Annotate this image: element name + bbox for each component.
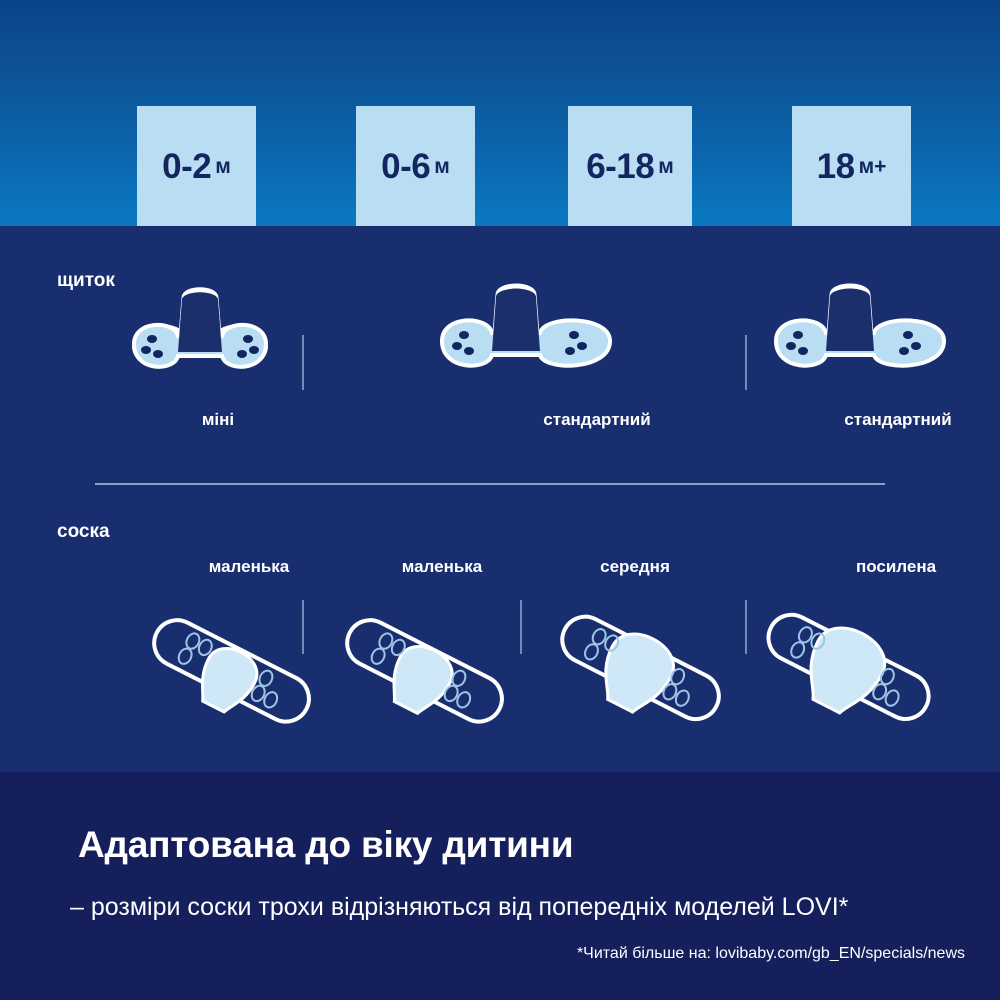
footer-subline: – розміри соски трохи відрізняються від … [70,893,849,921]
shield-row-title: щиток [57,270,115,291]
nipple-divider-1 [302,600,304,654]
shield-vent-hole [452,342,462,350]
shield-caption-mini: міні [201,410,235,429]
age-badge-unit: м [434,154,450,178]
footer-footnote: *Читай більше на: lovibaby.com/gb_EN/spe… [576,945,965,962]
footer-headline: Адаптована до віку дитини [78,824,574,865]
age-badge-range: 0-2 [162,146,212,186]
shield-vent-hole [141,346,151,354]
header-gradient-band: 0-2 м 0-6 м 6-18 м 18 м+ [0,0,1000,226]
shield-vent-hole [786,342,796,350]
shield-vent-hole [565,347,575,355]
shield-vent-hole [249,346,259,354]
shield-divider-1 [302,335,304,390]
shield-vent-hole [899,347,909,355]
age-badge-unit: м [658,154,674,178]
shield-icon-mini [131,287,269,369]
nipple-caption-2: маленька [401,557,483,576]
nipple-icon-reinforced [766,612,931,721]
nipple-row-title: соска [57,521,110,542]
age-badge-18m-plus: 18 м+ [792,106,911,226]
section-divider [95,483,885,485]
age-badge-range: 0-6 [381,146,431,186]
shield-vent-hole [237,350,247,358]
shield-vent-hole [243,335,253,343]
shield-vent-hole [911,342,921,350]
shield-caption-standard-center: стандартний [543,410,651,429]
shield-icon-standard-center [439,283,613,368]
nipple-divider-3 [745,600,747,654]
nipple-icon-medium [560,614,721,722]
shield-vent-hole [903,331,913,339]
age-badge-unit: м [215,154,231,178]
shield-vent-hole [577,342,587,350]
footer-panel [0,772,1000,1000]
nipple-caption-3: середня [600,557,670,576]
age-badge-range: 6-18 [586,146,655,186]
shield-caption-standard-right: стандартний [844,410,952,429]
shield-divider-2 [745,335,747,390]
shield-vent-hole [459,331,469,339]
age-badge-range: 18 [816,146,855,186]
age-badge-6-18m: 6-18 м [568,106,692,226]
nipple-divider-2 [520,600,522,654]
nipple-icon-small-2 [345,618,504,724]
shield-vent-hole [464,347,474,355]
age-badge-0-6m: 0-6 м [356,106,475,226]
shield-vent-hole [798,347,808,355]
nipple-icon-small-1 [152,618,311,724]
age-badge-0-2m: 0-2 м [137,106,256,226]
shield-vent-hole [793,331,803,339]
nipple-caption-1: маленька [208,557,290,576]
shield-vent-hole [147,335,157,343]
shield-icon-standard-right [773,283,947,368]
age-badge-unit: м+ [858,154,887,178]
nipple-caption-4: посилена [855,557,937,576]
shield-vent-hole [569,331,579,339]
shield-vent-hole [153,350,163,358]
